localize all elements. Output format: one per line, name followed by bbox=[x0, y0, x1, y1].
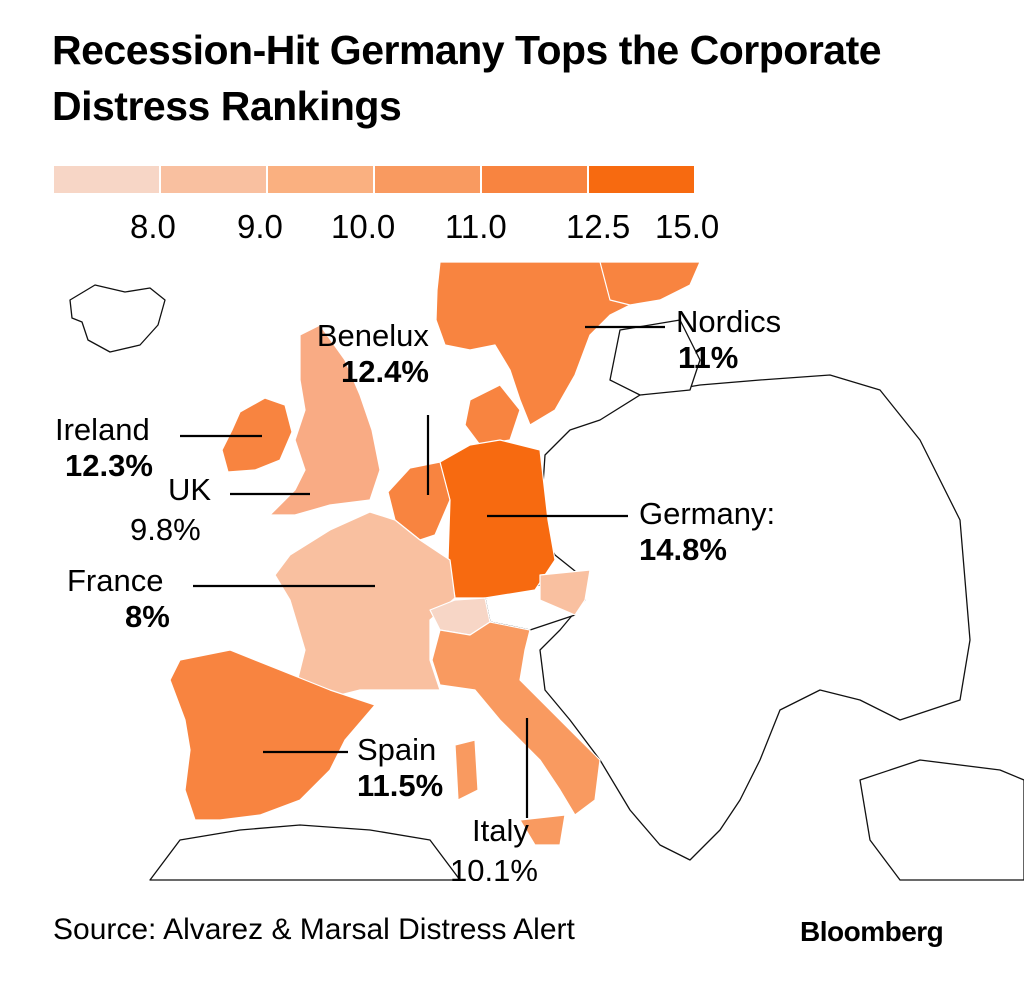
region-sardinia bbox=[454, 739, 479, 801]
label-spain: Spain 11.5% bbox=[357, 732, 443, 804]
region-baltics bbox=[609, 319, 701, 396]
legend-swatch-6 bbox=[589, 166, 694, 193]
color-legend bbox=[54, 166, 696, 193]
region-north-africa bbox=[149, 824, 461, 881]
label-nordics: Nordics 11% bbox=[676, 304, 781, 376]
region-sicily bbox=[519, 814, 566, 846]
legend-tick-4: 11.0 bbox=[445, 208, 507, 245]
legend-swatch-3 bbox=[268, 166, 373, 193]
legend-swatch-5 bbox=[482, 166, 587, 193]
label-benelux-value: 12.4% bbox=[341, 354, 429, 389]
region-denmark bbox=[464, 384, 521, 446]
region-finland bbox=[599, 261, 701, 306]
label-uk: UK bbox=[168, 472, 211, 508]
label-france: France 8% bbox=[67, 563, 170, 635]
label-uk-name: UK bbox=[168, 472, 212, 507]
label-italy-name: Italy bbox=[472, 813, 529, 848]
legend-swatch-1 bbox=[54, 166, 159, 193]
region-poland-czech bbox=[539, 569, 591, 616]
label-ireland: Ireland 12.3% bbox=[55, 412, 153, 484]
label-germany: Germany: 14.8% bbox=[639, 496, 775, 568]
legend-tick-1: 8.0 bbox=[130, 208, 176, 245]
region-spain bbox=[169, 649, 376, 821]
label-france-name: France bbox=[67, 563, 164, 598]
region-germany bbox=[439, 439, 556, 599]
label-nordics-name: Nordics bbox=[676, 304, 782, 339]
label-spain-name: Spain bbox=[357, 732, 437, 767]
legend-swatch-2 bbox=[161, 166, 266, 193]
region-france bbox=[274, 511, 456, 701]
label-germany-name: Germany: bbox=[639, 496, 776, 531]
legend-tick-6: 15.0 bbox=[655, 208, 720, 245]
label-benelux: Benelux 12.4% bbox=[311, 318, 429, 390]
label-ireland-value: 12.3% bbox=[65, 448, 153, 483]
region-uk bbox=[269, 324, 381, 516]
region-eastern-europe bbox=[539, 374, 971, 861]
source-note: Source: Alvarez & Marsal Distress Alert bbox=[53, 913, 575, 946]
legend-swatch-4 bbox=[375, 166, 480, 193]
legend-tick-3: 10.0 bbox=[331, 208, 396, 245]
label-germany-value: 14.8% bbox=[639, 532, 727, 567]
europe-map bbox=[69, 261, 1024, 881]
region-turkey bbox=[859, 759, 1024, 881]
legend-tick-2: 9.0 bbox=[237, 208, 283, 245]
label-italy-value: 10.1% bbox=[450, 853, 538, 881]
bloomberg-logo: Bloomberg bbox=[800, 916, 944, 947]
region-iceland bbox=[69, 284, 166, 353]
chart-title: Recession-Hit Germany Tops the Corporate… bbox=[52, 27, 882, 129]
label-ireland-name: Ireland bbox=[55, 412, 150, 447]
label-spain-value: 11.5% bbox=[357, 768, 444, 803]
label-benelux-name: Benelux bbox=[316, 318, 429, 353]
label-uk-value: 9.8% bbox=[130, 512, 201, 547]
label-nordics-value: 11% bbox=[678, 340, 739, 375]
region-italy bbox=[431, 621, 601, 816]
legend-tick-5: 12.5 bbox=[566, 208, 631, 245]
label-france-value: 8% bbox=[125, 599, 170, 634]
label-italy: Italy bbox=[472, 813, 529, 849]
